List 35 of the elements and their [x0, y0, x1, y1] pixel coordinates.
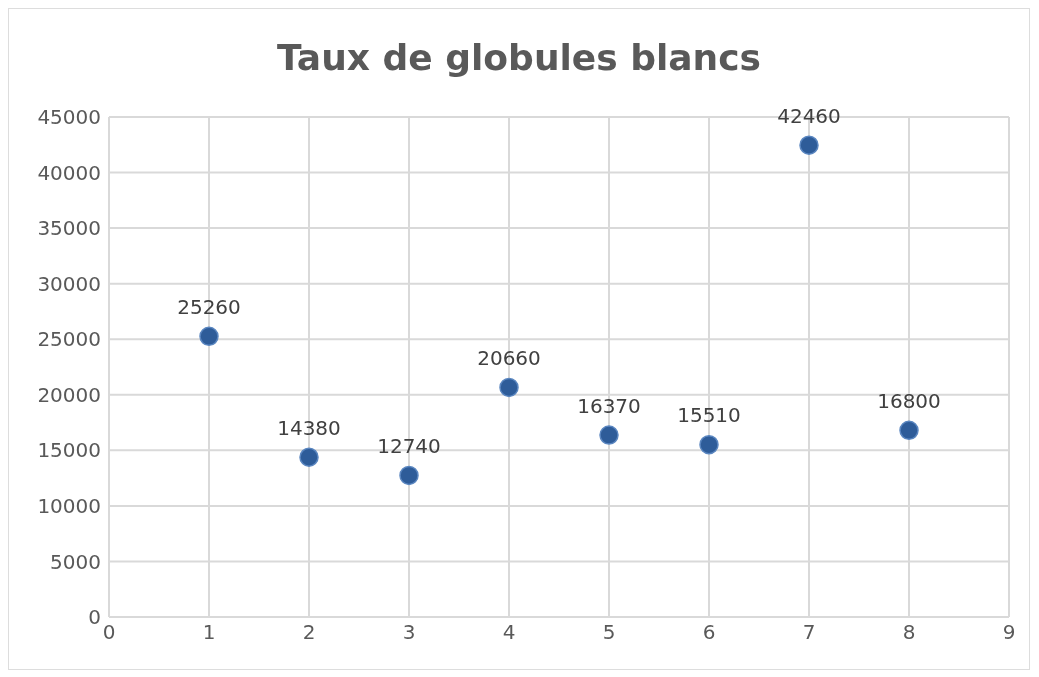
data-label: 16800: [877, 388, 941, 413]
point: [299, 447, 319, 467]
y-tick-label: 30000: [37, 271, 101, 296]
y-tick-label: 20000: [37, 382, 101, 407]
chart-title: Taux de globules blancs: [275, 36, 763, 80]
y-tick-label: 45000: [37, 105, 101, 130]
x-tick-label: 5: [602, 620, 616, 645]
point: [499, 377, 519, 398]
y-tick-label: 5000: [50, 549, 101, 574]
point: [399, 465, 419, 486]
data-label: 15510: [677, 403, 741, 428]
data-label: 20660: [477, 345, 541, 370]
point: [599, 425, 619, 445]
data-label: 25260: [177, 294, 241, 319]
y-tick-label: 15000: [37, 438, 101, 463]
point: [699, 434, 719, 455]
x-tick-label: 8: [902, 620, 916, 645]
data-label: 42460: [777, 103, 841, 128]
x-tick-label: 1: [202, 620, 216, 645]
point: [899, 420, 919, 441]
point: [199, 326, 219, 347]
data-label: 14380: [277, 415, 341, 440]
data-label: 16370: [577, 393, 641, 418]
y-tick-label: 25000: [37, 327, 101, 352]
y-tick-label: 35000: [37, 216, 101, 241]
x-tick-label: 6: [702, 620, 716, 645]
x-tick-label: 7: [802, 620, 816, 645]
data-label: 12740: [377, 433, 441, 458]
y-tick-label: 40000: [37, 160, 101, 185]
x-tick-label: 4: [502, 620, 516, 645]
x-tick-label: 3: [402, 620, 416, 645]
x-tick-label: 2: [302, 620, 316, 645]
y-tick-label: 10000: [37, 493, 101, 518]
x-tick-label: 9: [1002, 620, 1016, 645]
point: [799, 135, 819, 155]
